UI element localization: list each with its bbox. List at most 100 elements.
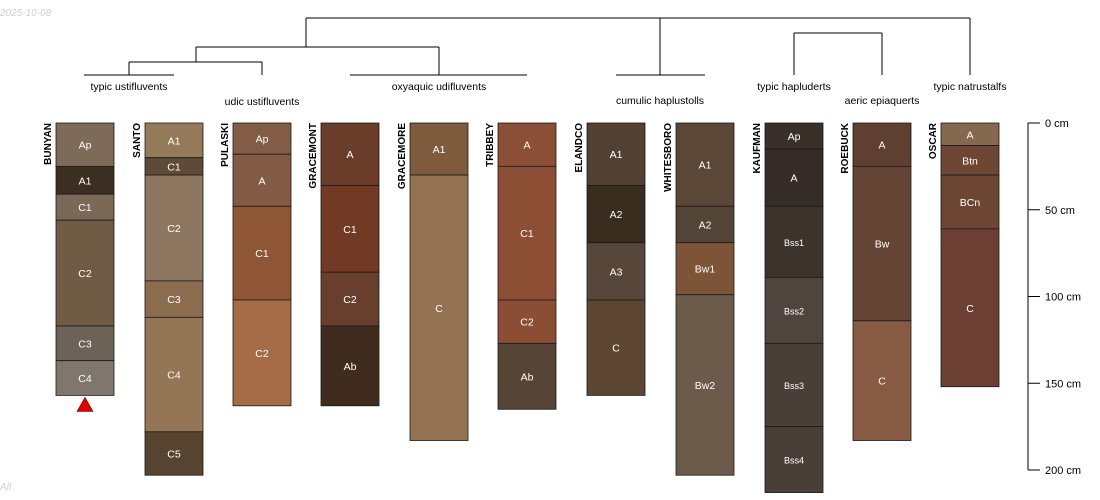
- horizon-label: Bss2: [784, 306, 804, 316]
- axis-tick-label: 100 cm: [1045, 292, 1081, 304]
- horizon-a1: [586, 122, 646, 186]
- group-label: typic hapluderts: [757, 81, 831, 93]
- horizon-label: C2: [343, 294, 357, 306]
- horizon-c2: [320, 271, 380, 327]
- profile-bunyan: Ap A1 C1 C2 C3 C4 BUNYAN: [43, 122, 115, 412]
- horizon-c3: [55, 325, 115, 362]
- profile-name: KAUFMAN: [752, 123, 763, 174]
- horizon-c1: [55, 193, 115, 221]
- profile-oscar: A Btn BCn C OSCAR: [928, 122, 1000, 388]
- profile-pulaski: Ap A C1 C2 PULASKI: [220, 122, 292, 407]
- horizon-ab: [320, 325, 380, 407]
- horizon-c: [586, 299, 646, 396]
- group-label: udic ustifluvents: [225, 96, 300, 108]
- horizon-btn: [940, 145, 1000, 176]
- horizon-c4: [55, 360, 115, 396]
- profile-name: TRIBBEY: [485, 123, 496, 167]
- horizon-label: C1: [167, 161, 181, 173]
- horizon-label: C1: [78, 202, 92, 214]
- horizon-label: A: [523, 140, 530, 152]
- horizon-label: BCn: [960, 197, 981, 209]
- horizon-label: A: [966, 129, 973, 141]
- profile-name: PULASKI: [220, 123, 231, 167]
- horizon-ap: [764, 122, 824, 150]
- group-label: aeric epiaquerts: [845, 95, 920, 107]
- horizon-label: C4: [167, 370, 181, 382]
- horizon-label: Ab: [521, 371, 534, 383]
- horizon-label: C2: [255, 348, 269, 360]
- horizon-c: [940, 228, 1000, 388]
- horizon-c: [852, 320, 912, 441]
- profile-gracemore: A1 C GRACEMORE: [397, 122, 469, 441]
- horizon-label: Btn: [962, 155, 978, 167]
- horizon-label: A: [790, 173, 797, 185]
- profile-name: ROEBUCK: [840, 122, 851, 173]
- horizon-label: Bss3: [784, 381, 804, 391]
- profile-name: SANTO: [132, 123, 143, 158]
- profile-name: GRACEMORE: [397, 123, 408, 189]
- horizon-label: C2: [78, 268, 92, 280]
- horizon-c1: [232, 205, 292, 301]
- horizon-label: C: [966, 303, 974, 315]
- horizon-bss4: [764, 426, 824, 493]
- horizon-label: A: [258, 175, 265, 187]
- horizon-label: A1: [433, 144, 446, 156]
- footer-stamp: All: [0, 482, 12, 493]
- horizon-label: Ap: [256, 134, 269, 146]
- horizon-label: A: [346, 149, 353, 161]
- group-label: cumulic haplustolls: [616, 95, 704, 107]
- profile-santo: A1 C1 C2 C3 C4 C5 SANTO: [132, 122, 204, 476]
- horizon-ap: [55, 122, 115, 167]
- horizon-c: [409, 174, 469, 441]
- profile-name: OSCAR: [928, 122, 939, 159]
- profile-roebuck: A Bw C ROEBUCK: [840, 122, 912, 441]
- horizon-label: C2: [167, 223, 181, 235]
- horizon-a1: [675, 122, 735, 207]
- horizon-label: Ap: [788, 131, 801, 143]
- axis-tick-label: 200 cm: [1045, 465, 1081, 477]
- horizon-label: A2: [610, 209, 623, 221]
- soil-profiles: Ap A1 C1 C2 C3 C4 BUNYAN A1 C1 C2 C3 C4 C5 SANTO Ap A C1…: [43, 122, 1000, 493]
- horizon-a1: [409, 122, 469, 176]
- horizon-label: A2: [699, 219, 712, 231]
- horizon-a1: [55, 165, 115, 195]
- date-stamp: 2025-10-08: [0, 8, 52, 19]
- horizon-label: C: [878, 376, 886, 388]
- warning-marker-icon: [76, 396, 94, 412]
- horizon-label: C3: [78, 338, 92, 350]
- horizon-label: Bss1: [784, 238, 804, 248]
- horizon-label: Ap: [79, 140, 92, 152]
- horizon-label: A1: [699, 160, 712, 172]
- axis-tick-label: 50 cm: [1045, 205, 1075, 217]
- horizon-c1: [320, 185, 380, 273]
- horizon-label: A: [878, 140, 885, 152]
- horizon-label: A1: [168, 135, 181, 147]
- horizon-label: Bw: [875, 239, 890, 251]
- horizon-c2: [55, 219, 115, 327]
- horizon-label: Bw1: [695, 264, 716, 276]
- horizon-ap: [232, 122, 292, 155]
- group-label: oxyaquic udifluvents: [392, 81, 487, 93]
- profile-whitesboro: A1 A2 Bw1 Bw2 WHITESBORO: [663, 122, 735, 476]
- axis-tick-label: 150 cm: [1045, 378, 1081, 390]
- profile-elandco: A1 A2 A3 C ELANDCO: [574, 122, 646, 396]
- group-labels: typic ustifluvents udic ustifluvents oxyaq…: [84, 74, 1006, 108]
- horizon-a2: [586, 185, 646, 244]
- horizon-a: [852, 122, 912, 167]
- horizon-label: C1: [343, 224, 357, 236]
- horizon-c3: [144, 280, 204, 318]
- horizon-label: C1: [255, 248, 269, 260]
- horizon-label: C: [435, 303, 443, 315]
- horizon-c5: [144, 431, 204, 476]
- horizon-a: [320, 122, 380, 186]
- horizon-label: C: [612, 343, 620, 355]
- horizon-label: Bss4: [784, 456, 804, 466]
- horizon-ab: [497, 342, 557, 410]
- profile-name: GRACEMONT: [308, 123, 319, 189]
- horizon-a: [497, 122, 557, 167]
- horizon-label: C2: [520, 317, 534, 329]
- horizon-a: [232, 153, 292, 207]
- horizon-bss2: [764, 277, 824, 344]
- horizon-label: A3: [610, 266, 623, 278]
